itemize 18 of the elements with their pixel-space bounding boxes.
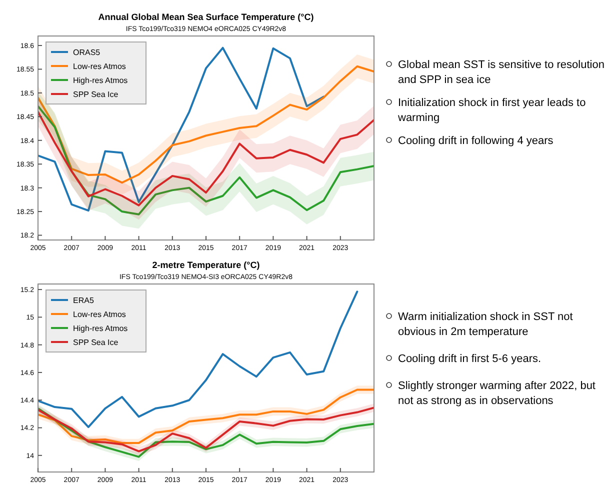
legend-label: ERA5 <box>73 296 94 305</box>
legend-label: ORAS5 <box>73 48 101 57</box>
line-series <box>38 290 358 428</box>
text: Cooling drift in first 5-6 years. <box>398 353 542 365</box>
text: Cooling drift in following 4 years <box>398 135 554 147</box>
legend-label: High-res Atmos <box>73 324 128 333</box>
text: Slightly stronger warming after 2022, but not as strong as in observations <box>398 380 596 407</box>
chart-title: Annual Global Mean Sea Surface Temperature (°C) <box>98 12 314 22</box>
legend-label: SPP Sea Ice <box>73 90 119 99</box>
legend-label: SPP Sea Ice <box>73 338 119 347</box>
text: Initialization shock in first year leads to warming <box>397 97 586 124</box>
chart-title: 2-metre Temperature (°C) <box>152 260 260 270</box>
legend-label: Low-res Atmos <box>73 310 126 319</box>
legend-label: Low-res Atmos <box>73 62 126 71</box>
text: Global mean SST is sensitive to resolution and SPP in sea ice <box>398 59 604 86</box>
legend-label: High-res Atmos <box>73 76 128 85</box>
line-series <box>38 46 325 212</box>
text: Warm initialization shock in SST not obvious in 2m temperature <box>398 311 573 338</box>
